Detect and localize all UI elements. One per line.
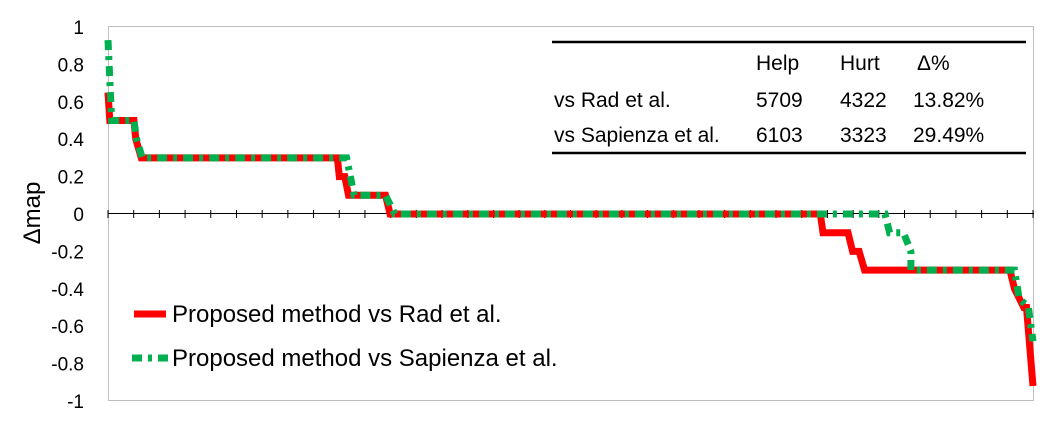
y-tick-label: -1 [67,392,84,413]
y-tick-label: 0.2 [58,168,84,189]
y-tick-label: 0.6 [58,93,84,114]
y-tick-label: 0 [73,205,84,226]
legend-label-rad: Proposed method vs Rad et al. [172,301,502,328]
y-axis-tick-labels: 1 0.8 0.6 0.4 0.2 0 -0.2 -0.4 -0.6 -0.8 -1 [51,18,84,413]
legend: Proposed method vs Rad et al. Proposed m… [132,301,558,372]
y-tick-label: 0.8 [58,55,84,76]
legend-label-sapienza: Proposed method vs Sapienza et al. [172,345,558,372]
y-tick-label: -0.4 [51,280,84,301]
table-header-hurt: Hurt [840,52,880,75]
table-row-2-label: vs Sapienza et al. [554,124,720,147]
y-tick-label: -0.8 [51,355,84,376]
table-row-2-hurt: 3323 [840,124,887,147]
y-tick-label: 0.4 [58,130,85,151]
table-row-1-delta: 13.82% [913,89,984,112]
table-row-2-delta: 29.49% [913,124,984,147]
y-axis-label: Δmap [19,182,46,245]
y-tick-label: 1 [73,18,84,39]
table-header-help: Help [756,52,799,75]
y-tick-label: -0.6 [51,317,84,338]
table-row-1-label: vs Rad et al. [554,89,671,112]
table-row-1-hurt: 4322 [840,89,887,112]
y-tick-label: -0.2 [51,242,84,263]
summary-table: Help Hurt Δ% vs Rad et al. 5709 4322 13.… [552,42,1026,153]
series-line-sapienza [108,40,1033,341]
table-header-delta: Δ% [917,52,950,75]
table-row-1-help: 5709 [756,89,803,112]
table-row-2-help: 6103 [756,124,803,147]
